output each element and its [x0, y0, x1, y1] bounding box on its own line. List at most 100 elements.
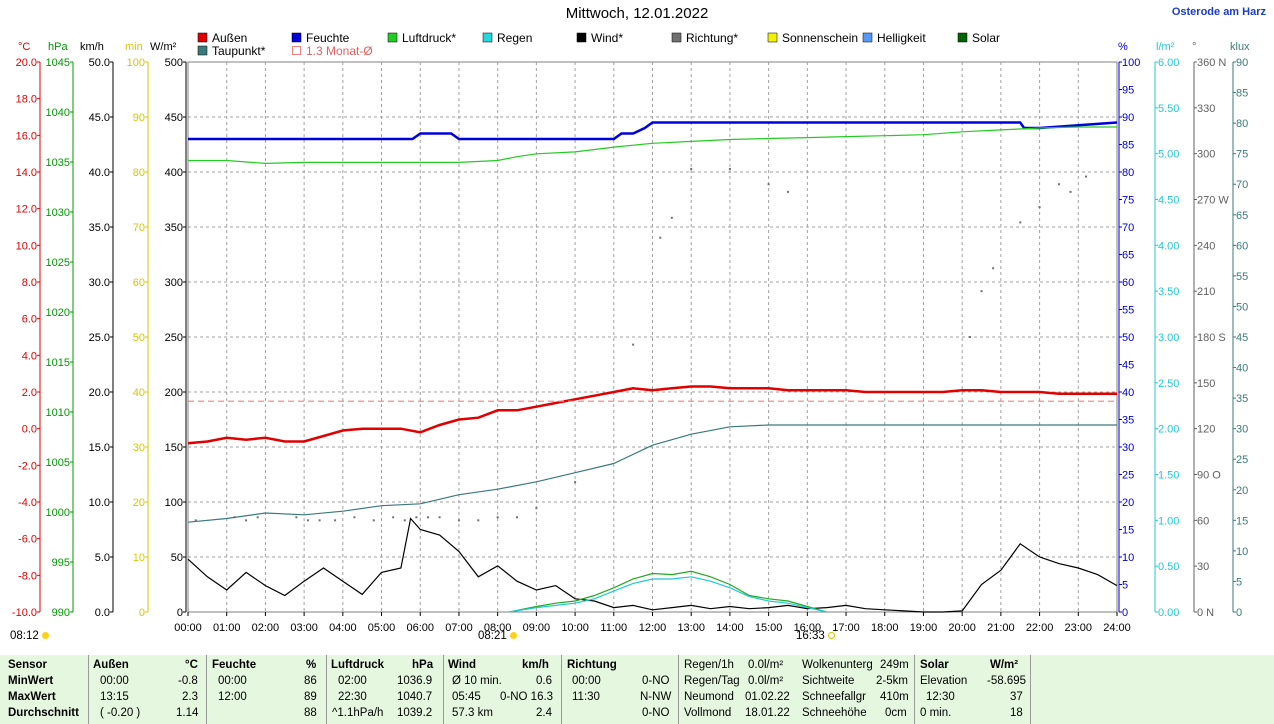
header-feuchte-unit: % [306, 659, 317, 671]
legend-label: Taupunkt* [212, 44, 266, 58]
x-tick-label: 17:00 [832, 622, 860, 634]
x-tick-label: 00:00 [174, 622, 202, 634]
extra-label: Neumond [684, 691, 734, 703]
y-tick-label: 995 [52, 557, 70, 569]
y-tick-label: 55 [1236, 271, 1248, 283]
header-aussen-unit: °C [185, 659, 198, 671]
y-tick-label: 150 [1197, 378, 1215, 390]
direction-point [457, 519, 460, 522]
solar-label: 0 min. [920, 707, 952, 719]
y-tick-label: 3.50 [1158, 286, 1179, 298]
y-tick-label: 25 [1236, 454, 1248, 466]
x-tick-label: 10:00 [561, 622, 589, 634]
y-tick-label: 1035 [46, 157, 70, 169]
y-tick-label: 1010 [46, 407, 70, 419]
x-tick-label: 09:00 [523, 622, 551, 634]
y-tick-label: 65 [1122, 250, 1134, 262]
row-label: MaxWert [8, 691, 56, 703]
direction-point [670, 216, 673, 219]
y-tick-label: 2.00 [1158, 424, 1179, 436]
cell: 02:00 [338, 675, 367, 687]
legend-swatch [957, 32, 968, 43]
cell: 0-NO 16.3 [500, 691, 554, 703]
page-title: Mittwoch, 12.01.2022 [565, 5, 709, 22]
direction-point [403, 519, 406, 522]
legend-label: Sonnenschein [782, 31, 858, 45]
header-sensor: Sensor [8, 659, 47, 671]
y-tick-label: 200 [165, 387, 183, 399]
direction-point [415, 516, 418, 519]
y-tick-label: 0 [177, 607, 183, 619]
x-tick-label: 04:00 [329, 622, 357, 634]
y-tick-label: 80 [133, 167, 145, 179]
cell: 00:00 [100, 675, 129, 687]
table-divider [914, 655, 915, 724]
cell: 0.6 [536, 675, 552, 687]
direction-point [318, 519, 321, 522]
legend-swatch [767, 32, 778, 43]
cell: 89 [304, 691, 317, 703]
y-tick-label: 10.0 [16, 240, 37, 252]
cell: 86 [304, 675, 317, 687]
extra-label: Regen/1h [684, 659, 734, 671]
y-tick-label: 30 [1236, 424, 1248, 436]
cell: 22:30 [338, 691, 367, 703]
solar-value: -58.695 [987, 675, 1027, 687]
header-aussen: Außen [93, 659, 129, 671]
cell: 00:00 [218, 675, 247, 687]
legend-swatch [291, 32, 302, 43]
axis-unit-label: l/m² [1156, 41, 1175, 53]
y-tick-label: 70 [1236, 179, 1248, 191]
direction-point [245, 519, 248, 522]
y-tick-label: 1020 [46, 307, 70, 319]
y-tick-label: 150 [165, 442, 183, 454]
cell: ^1.1hPa/h [332, 707, 384, 719]
y-tick-label: 15 [1122, 525, 1134, 537]
y-tick-label: 450 [165, 112, 183, 124]
table-divider [443, 655, 444, 724]
cell: 1040.7 [397, 691, 433, 703]
y-tick-label: 75 [1122, 195, 1134, 207]
y-tick-label: 990 [52, 607, 70, 619]
y-tick-label: 50 [1236, 301, 1248, 313]
sunset-curve-time: 16:33 [796, 630, 835, 642]
cell: N-NW [640, 691, 672, 703]
cell: 2.4 [536, 707, 552, 719]
y-tick-label: 50.0 [89, 57, 110, 69]
direction-point [728, 167, 731, 170]
y-tick-label: 20 [133, 497, 145, 509]
y-tick-label: 80 [1236, 118, 1248, 130]
sun-icon [41, 632, 49, 640]
direction-point [632, 343, 635, 346]
extra-label: Wolkenunterg [802, 659, 873, 671]
y-tick-label: 1040 [46, 107, 70, 119]
solar-label: Elevation [920, 675, 968, 687]
direction-point [1057, 183, 1060, 186]
direction-point [353, 516, 356, 519]
direction-point [1085, 175, 1088, 178]
y-tick-label: 90 [1236, 57, 1248, 69]
cell: 88 [304, 707, 317, 719]
direction-point [477, 519, 480, 522]
cell: 1036.9 [397, 675, 433, 687]
direction-point [535, 507, 538, 510]
y-tick-label: 35 [1122, 415, 1134, 427]
header-wind-unit: km/h [522, 659, 549, 671]
y-tick-label: 4.00 [1158, 240, 1179, 252]
y-tick-label: 500 [165, 57, 183, 69]
header-wind: Wind [448, 659, 476, 671]
axis-unit-label: klux [1230, 41, 1250, 53]
direction-point [233, 516, 236, 519]
legend-label: 1.3 Monat-Ø [306, 44, 373, 58]
legend-label: Wind* [591, 31, 623, 45]
y-tick-label: 5.50 [1158, 103, 1179, 115]
y-tick-label: 40 [1122, 387, 1134, 399]
y-tick-label: 100 [127, 57, 145, 69]
cell: Ø 10 min. [452, 675, 502, 687]
direction-point [980, 290, 983, 293]
cell: 1.14 [176, 707, 199, 719]
y-tick-label: 95 [1122, 85, 1134, 97]
y-tick-label: 1025 [46, 257, 70, 269]
y-tick-label: 16.0 [16, 130, 37, 142]
direction-point [574, 481, 577, 484]
